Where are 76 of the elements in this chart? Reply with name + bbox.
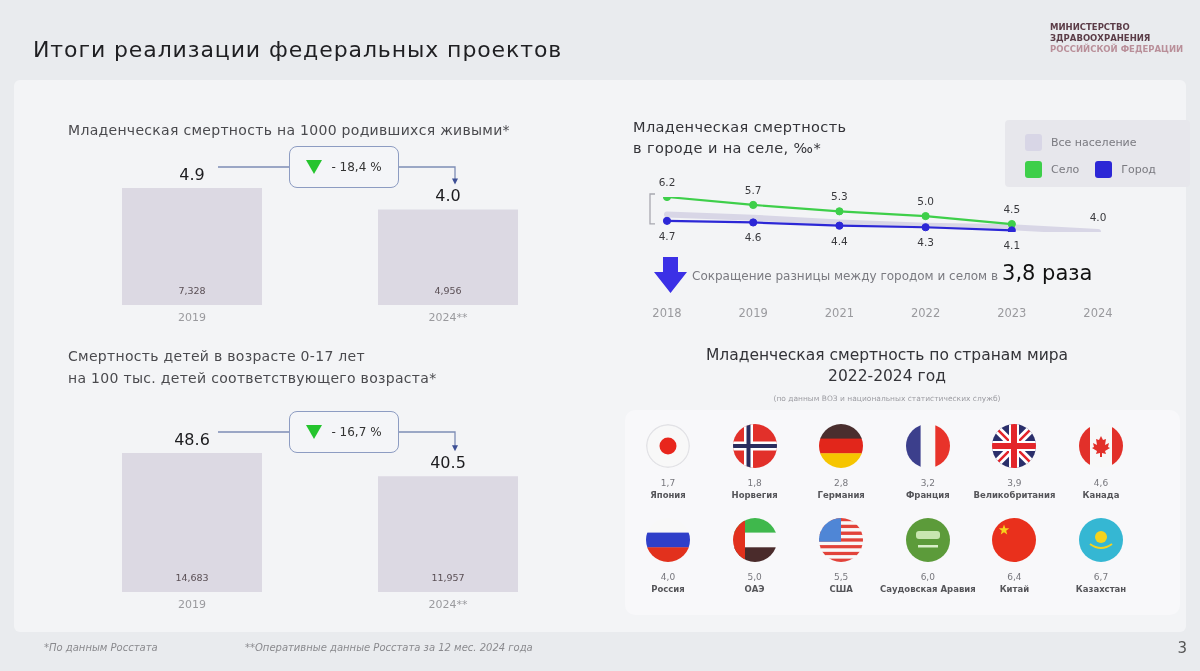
- legend-label: Все население: [1051, 136, 1137, 149]
- category-label: Казахстан: [1074, 583, 1128, 595]
- point: [749, 200, 758, 210]
- data-label: 4.6: [744, 231, 762, 244]
- data-label: 48.6: [174, 430, 210, 449]
- annotation: 4,956: [433, 285, 463, 296]
- point: [835, 221, 844, 230]
- data-label: 4.7: [658, 229, 676, 242]
- callout-box: - 18,4 %: [289, 146, 399, 188]
- data-label: 5,0: [746, 571, 763, 583]
- chart-title: Младенческая смертность на 1000 родившихся живыми*: [68, 121, 510, 140]
- data-label: 4.3: [917, 236, 934, 249]
- text: 3,8 раза: [1002, 261, 1093, 285]
- annotation: 11,957: [430, 572, 466, 583]
- category-label: Китай: [999, 584, 1030, 594]
- point: [921, 223, 930, 232]
- text: 3: [1177, 639, 1187, 657]
- data-label: 6,4: [1006, 571, 1023, 583]
- chart-title: Младенческая смертность в городе и на селе, ‰*: [633, 118, 847, 158]
- x-tick-label: 2024: [1083, 306, 1113, 320]
- category-label: Франция: [905, 490, 950, 500]
- text: Младенческая смертность по странам мира 2022-2024 год: [704, 345, 1070, 387]
- point: [835, 207, 844, 216]
- data-label: 6.2: [658, 176, 676, 188]
- point: [662, 216, 672, 225]
- data-label: 5,5: [833, 571, 850, 583]
- category-label: Япония: [649, 489, 687, 501]
- category-label: Норвегия: [730, 489, 779, 501]
- category-label: Россия: [650, 583, 686, 595]
- x-tick-label: 2024**: [428, 597, 468, 611]
- text: *По данным Росстата: [44, 642, 158, 653]
- data-label: 4,6: [1092, 477, 1110, 489]
- category-label: Саудовская Аравия: [878, 583, 977, 595]
- legend-label: Село: [1051, 163, 1080, 176]
- data-label: 1,8: [746, 477, 763, 489]
- text: Сокращение разницы между городом и селом в: [692, 269, 999, 283]
- data-label: 5.0: [917, 195, 934, 208]
- data-label: 4.9: [179, 165, 205, 184]
- x-tick-label: 2023: [997, 306, 1027, 320]
- point: [749, 218, 758, 227]
- data-label: 6,0: [919, 571, 936, 583]
- text: Итоги реализации федеральных проектов: [33, 36, 563, 64]
- data-label: 4.4: [831, 234, 849, 247]
- annotation: 14,683: [174, 572, 210, 583]
- category-label: Великобритания: [972, 489, 1057, 501]
- annotation: 7,328: [177, 285, 207, 296]
- point: [921, 211, 930, 221]
- data-label: 4.5: [1003, 203, 1021, 216]
- data-label: 1,7: [659, 477, 677, 489]
- data-label: 6,7: [1092, 571, 1110, 583]
- data-label: 40.5: [430, 453, 466, 473]
- x-tick-label: 2019: [178, 310, 206, 324]
- data-label: 4.0: [1089, 211, 1107, 223]
- x-tick-label: 2022: [910, 306, 941, 320]
- x-tick-label: 2019: [738, 306, 768, 320]
- x-tick-label: 2018: [652, 306, 682, 320]
- data-label: 5.3: [831, 190, 848, 203]
- data-label: 3,9: [1006, 477, 1023, 489]
- legend-label: Город: [1121, 163, 1156, 176]
- data-label: 3,2: [919, 477, 936, 489]
- data-label: 4,0: [659, 571, 677, 583]
- category-label: Канада: [1082, 490, 1120, 500]
- category-label: Германия: [816, 489, 866, 501]
- chart-title: Смертность детей в возрасте 0-17 лет на 100 тыс. детей соответствующего возраста*: [68, 347, 437, 388]
- category-label: ОАЭ: [743, 583, 766, 595]
- x-tick-label: 2021: [824, 306, 855, 320]
- data-label: 4.0: [435, 186, 461, 206]
- data-label: 4.1: [1003, 239, 1021, 252]
- text: МИНИСТЕРСТВО ЗДРАВООХРАНЕНИЯ РОССИЙСКОЙ ФЕДЕРАЦИИ: [1050, 22, 1184, 55]
- x-tick-label: 2019: [178, 597, 206, 611]
- data-label: 5.7: [744, 183, 762, 196]
- data-label: 2,8: [833, 477, 850, 489]
- callout-box: - 16,7 %: [289, 411, 399, 453]
- text: **Оперативные данные Росстата за 12 мес. 2024 года: [245, 642, 533, 653]
- x-tick-label: 2024**: [428, 310, 468, 324]
- category-label: США: [829, 584, 853, 594]
